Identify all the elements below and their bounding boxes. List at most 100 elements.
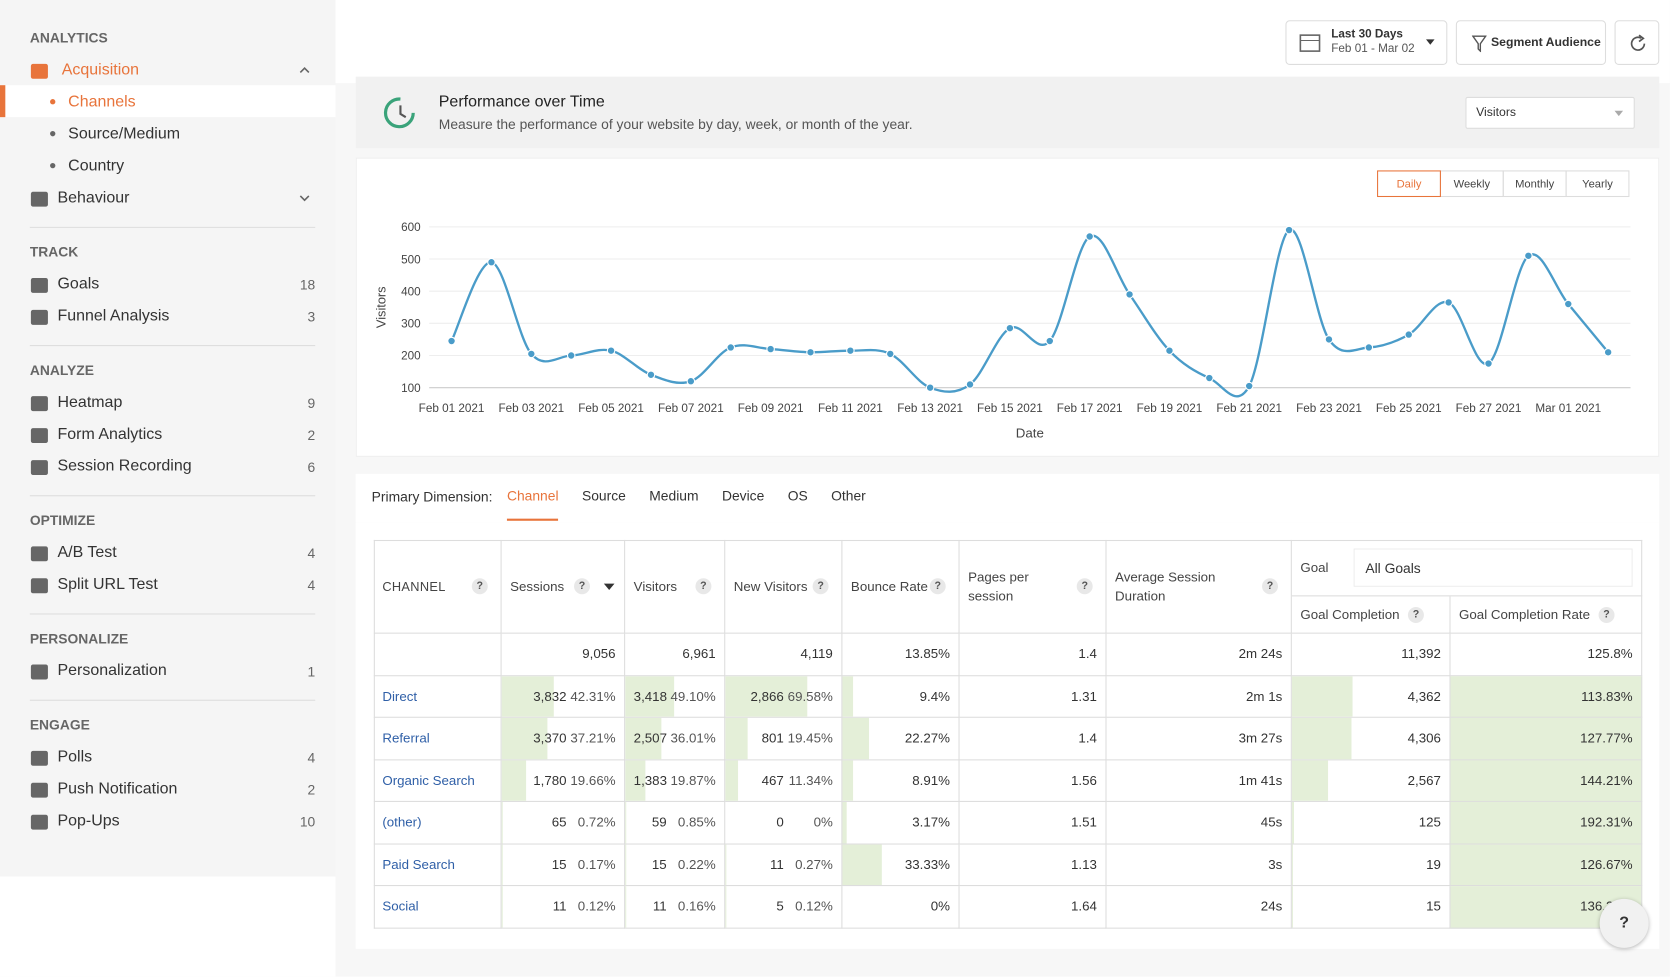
dimension-tab[interactable]: OS (787, 487, 808, 504)
cell-value: 59 (651, 814, 667, 830)
nav-count: 4 (307, 749, 316, 766)
table-cell: 467 11.34% (725, 759, 843, 802)
nav-item[interactable]: Funnel Analysis (57, 306, 170, 325)
nav-subitem[interactable]: Channels (68, 92, 136, 111)
cell-bar (842, 675, 854, 717)
nav-item[interactable]: Pop-Ups (57, 811, 120, 830)
channel-link[interactable]: Paid Search (382, 857, 455, 872)
sort-icon[interactable] (603, 582, 616, 591)
chart-panel: Daily Weekly Monthly Yearly 100 200 300 400 500… (355, 157, 1660, 457)
header-cell: Average Session Duration? (1106, 539, 1292, 634)
cell-value: 1,383 (633, 772, 667, 788)
header-cell: Goal Completion Rate? (1450, 596, 1643, 634)
cell-value: 1.13 (1071, 857, 1097, 872)
cell-percent: 36.01% (670, 730, 716, 746)
total-cell: 4,119 (725, 633, 843, 676)
channel-link[interactable]: (other) (382, 814, 422, 830)
nav-item[interactable]: Behaviour (57, 188, 130, 207)
cell-value: 113.83% (1581, 688, 1633, 704)
nav-item[interactable]: Heatmap (57, 392, 123, 412)
cell-value: 8.91% (912, 772, 950, 788)
date-picker[interactable]: Last 30 Days Feb 01 - Mar 02 (1285, 20, 1448, 65)
cell-bar (842, 759, 853, 801)
point (1564, 299, 1573, 309)
help-icon: ? (929, 578, 946, 595)
nav-item[interactable]: A/B Test (57, 543, 117, 562)
nav-item[interactable]: Push Notification (57, 779, 178, 798)
date-sub: Feb 01 - Mar 02 (1331, 42, 1415, 56)
table-cell: 3,418 49.10% (625, 675, 726, 718)
cell-value: 4,306 (1407, 730, 1441, 746)
table-cell: 2m 1s (1106, 675, 1292, 718)
cell-value: 801 (761, 730, 784, 746)
nav-subitem[interactable]: Source/Medium (68, 124, 181, 143)
chevron[interactable] (298, 193, 311, 204)
active-row (0, 85, 336, 118)
dimension-bar: Primary Dimension: Channel Source Medium De… (355, 473, 1660, 523)
cell-value: 3s (1268, 857, 1283, 872)
dimension-tab[interactable]: Device (721, 487, 765, 504)
metric-select[interactable]: Visitors (1465, 96, 1635, 129)
cell-bar (625, 801, 627, 843)
cell-bar (501, 675, 554, 717)
table-cell: 24s (1106, 886, 1292, 929)
x-axis-label: Date (1016, 426, 1044, 441)
cell-bar (1291, 675, 1353, 717)
header-cell[interactable]: Sessions? (501, 539, 626, 634)
table-cell: 15 (1291, 886, 1451, 929)
table-cell: 2,567 (1291, 759, 1451, 802)
cell-bar (501, 717, 548, 759)
channel-link[interactable]: Direct (382, 688, 418, 704)
point (447, 336, 456, 346)
dimension-tab[interactable]: Other (831, 487, 866, 504)
table-cell: 15 0.17% (501, 844, 626, 887)
nav-item[interactable]: Personalization (57, 661, 167, 680)
nav-item[interactable]: Split URL Test (57, 575, 158, 594)
nav-item[interactable]: Polls (57, 747, 93, 766)
nav-count: 1 (307, 663, 316, 680)
segment-button[interactable]: Segment Audience (1455, 20, 1607, 65)
dimension-tab[interactable]: Medium (649, 487, 699, 504)
goal-select[interactable]: All Goals (1353, 548, 1633, 587)
line (450, 228, 1610, 398)
cell-bar (842, 801, 847, 843)
period-tabs: Daily Weekly Monthly Yearly (1377, 170, 1630, 198)
table-panel: CHANNEL? Sessions? Visitors? New Visitors? B… (355, 522, 1660, 949)
nav-item[interactable]: Session Recording (57, 456, 192, 475)
section-title: ENGAGE (29, 716, 90, 733)
nav-subitem[interactable]: Country (68, 156, 125, 175)
total-cell: 11,392 (1291, 633, 1451, 676)
dimension-tab[interactable]: Source (581, 487, 626, 504)
dimension-tab[interactable]: Channel (506, 474, 559, 521)
nav-count: 4 (307, 577, 316, 594)
cell-bar (1291, 759, 1328, 801)
nav-icon (30, 63, 48, 79)
total-cell: 13.85% (842, 633, 960, 676)
chevron[interactable] (298, 65, 311, 76)
point (1404, 330, 1413, 339)
nav-item[interactable]: Form Analytics (57, 424, 163, 444)
period-tab[interactable]: Yearly (1565, 170, 1630, 198)
cell-percent: 0.16% (677, 899, 716, 915)
help-icon: ? (695, 578, 712, 595)
cell-value: 2,507 (633, 730, 667, 746)
point (1045, 336, 1055, 346)
period-tab[interactable]: Daily (1377, 170, 1441, 198)
help-button[interactable]: ? (1599, 898, 1649, 948)
header-text: Sessions (510, 578, 565, 594)
caret (1426, 39, 1435, 45)
nav-item[interactable]: Goals (57, 274, 100, 293)
dimension-tabs: Channel Source Medium Device OS Other (506, 474, 889, 523)
total-value: 4,119 (800, 646, 833, 662)
cell-bar (725, 717, 749, 759)
channel-link[interactable]: Social (382, 899, 419, 915)
channel-link[interactable]: Organic Search (382, 772, 475, 788)
nav-item[interactable]: Acquisition (61, 60, 140, 79)
point (1603, 348, 1613, 357)
channel-link[interactable]: Referral (382, 730, 430, 746)
cell-percent: 0.12% (577, 899, 616, 915)
point (965, 380, 975, 389)
refresh-button[interactable] (1614, 20, 1660, 65)
point (886, 349, 895, 359)
total-cell: 125.8% (1450, 633, 1643, 676)
